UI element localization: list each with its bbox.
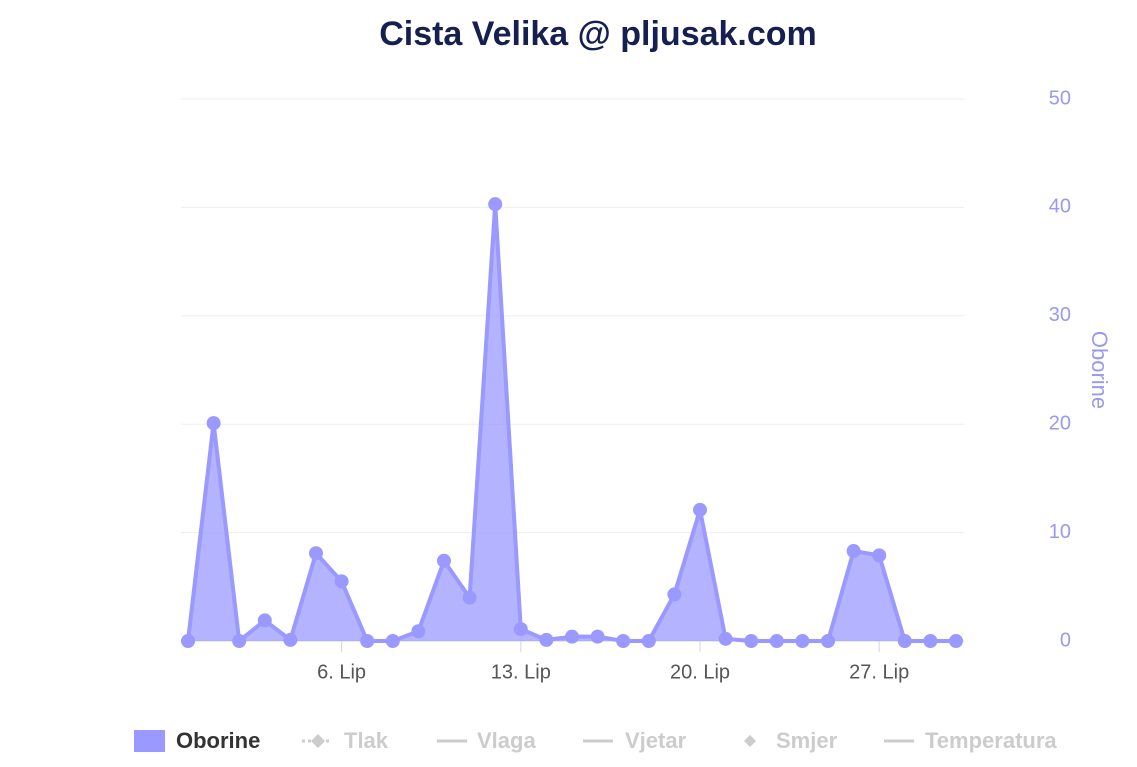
point	[360, 634, 375, 648]
point	[872, 548, 887, 563]
area	[188, 204, 956, 641]
point	[565, 629, 579, 644]
point	[385, 634, 400, 648]
y-axis-title: Oborine	[1087, 331, 1112, 409]
point	[488, 197, 503, 212]
legend-label[interactable]: Vjetar	[625, 728, 687, 753]
point	[949, 634, 963, 648]
legend-label[interactable]: Temperatura	[925, 728, 1057, 753]
point	[411, 624, 426, 639]
legend-symbol[interactable]	[311, 734, 325, 748]
legend-label[interactable]: Tlak	[344, 728, 389, 753]
legend-swatch[interactable]	[134, 730, 165, 752]
y-tick-label: 20	[1049, 412, 1071, 434]
legend-label[interactable]: Smjer	[776, 728, 838, 753]
point	[744, 634, 759, 648]
legend-label[interactable]: Oborine	[176, 728, 260, 753]
point	[283, 632, 298, 647]
y-tick-label: 30	[1049, 304, 1071, 326]
point	[769, 634, 784, 648]
point	[616, 634, 631, 648]
point	[718, 631, 733, 646]
point	[309, 546, 323, 561]
point	[821, 634, 835, 648]
point	[462, 590, 477, 605]
x-tick-label: 27. Lip	[849, 661, 909, 683]
point	[641, 634, 656, 648]
point	[181, 634, 195, 648]
x-tick-label: 20. Lip	[670, 661, 730, 683]
legend-symbol[interactable]	[744, 735, 756, 747]
point	[257, 613, 272, 628]
point	[539, 632, 554, 647]
line	[186, 202, 956, 643]
point	[334, 574, 349, 589]
point	[437, 553, 451, 568]
point	[846, 544, 861, 559]
point	[206, 416, 221, 431]
point	[693, 502, 707, 517]
y-tick-label: 40	[1049, 196, 1071, 218]
chart-title: Cista Velika @ pljusak.com	[379, 15, 817, 53]
y-tick-label: 0	[1060, 629, 1071, 651]
point	[232, 634, 247, 648]
point	[795, 634, 810, 648]
point	[590, 629, 605, 644]
point	[897, 634, 912, 648]
y-tick-label: 50	[1049, 87, 1071, 109]
x-tick-label: 13. Lip	[491, 661, 551, 683]
point	[513, 622, 528, 637]
y-tick-label: 10	[1049, 521, 1071, 543]
legend-label[interactable]: Vlaga	[477, 728, 536, 753]
point	[923, 634, 938, 648]
x-tick-label: 6. Lip	[317, 661, 366, 683]
point	[667, 587, 682, 602]
